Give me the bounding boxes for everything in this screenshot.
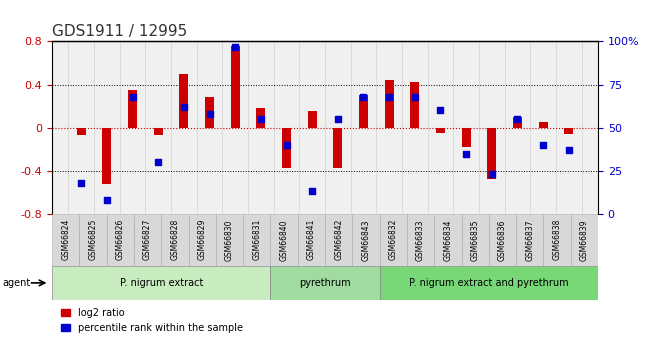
Bar: [103, 128, 111, 184]
FancyBboxPatch shape: [380, 214, 407, 266]
Point: [384, 94, 395, 99]
Point: [333, 116, 343, 122]
FancyBboxPatch shape: [188, 214, 216, 266]
Point: [487, 171, 497, 177]
Bar: [154, 128, 162, 135]
Text: GSM66842: GSM66842: [334, 219, 343, 260]
FancyBboxPatch shape: [134, 214, 161, 266]
Text: agent: agent: [3, 278, 31, 288]
Bar: [282, 128, 291, 168]
FancyBboxPatch shape: [434, 214, 462, 266]
Text: GSM66832: GSM66832: [389, 219, 398, 260]
Text: GSM66831: GSM66831: [252, 219, 261, 260]
FancyBboxPatch shape: [79, 214, 107, 266]
FancyBboxPatch shape: [516, 214, 543, 266]
Text: GSM66840: GSM66840: [280, 219, 289, 260]
Bar: [205, 97, 214, 128]
Text: GSM66843: GSM66843: [361, 219, 370, 260]
FancyBboxPatch shape: [270, 214, 298, 266]
Point: [436, 108, 446, 113]
Text: pyrethrum: pyrethrum: [299, 278, 351, 288]
Text: P. nigrum extract and pyrethrum: P. nigrum extract and pyrethrum: [409, 278, 569, 288]
Text: P. nigrum extract: P. nigrum extract: [120, 278, 203, 288]
Bar: [231, 46, 240, 128]
Point: [179, 104, 189, 110]
Text: GSM66827: GSM66827: [143, 219, 152, 260]
Text: GSM66825: GSM66825: [88, 219, 98, 260]
FancyBboxPatch shape: [571, 214, 598, 266]
Text: GSM66828: GSM66828: [170, 219, 179, 260]
Text: GSM66835: GSM66835: [471, 219, 480, 260]
FancyBboxPatch shape: [161, 214, 188, 266]
Bar: [385, 80, 394, 128]
Text: GSM66841: GSM66841: [307, 219, 316, 260]
Point: [255, 116, 266, 122]
Bar: [77, 128, 86, 135]
FancyBboxPatch shape: [216, 214, 243, 266]
FancyBboxPatch shape: [52, 214, 79, 266]
Text: GSM66838: GSM66838: [552, 219, 562, 260]
Bar: [179, 74, 188, 128]
Point: [358, 94, 369, 99]
Text: GSM66833: GSM66833: [416, 219, 425, 260]
Point: [410, 94, 420, 99]
Point: [102, 197, 112, 203]
Point: [564, 147, 574, 153]
Point: [76, 180, 86, 186]
FancyBboxPatch shape: [352, 214, 380, 266]
Legend: log2 ratio, percentile rank within the sample: log2 ratio, percentile rank within the s…: [57, 304, 247, 337]
Text: GSM66830: GSM66830: [225, 219, 234, 260]
Bar: [513, 117, 522, 128]
Point: [153, 159, 163, 165]
Point: [204, 111, 214, 117]
Bar: [307, 111, 317, 128]
Bar: [333, 128, 343, 168]
Bar: [436, 128, 445, 133]
Text: GSM66836: GSM66836: [498, 219, 507, 260]
Text: GSM66824: GSM66824: [61, 219, 70, 260]
Bar: [462, 128, 471, 147]
Point: [461, 151, 471, 156]
Text: GDS1911 / 12995: GDS1911 / 12995: [52, 24, 187, 39]
FancyBboxPatch shape: [52, 266, 270, 300]
FancyBboxPatch shape: [543, 214, 571, 266]
Text: GSM66834: GSM66834: [443, 219, 452, 260]
Bar: [564, 128, 573, 134]
FancyBboxPatch shape: [462, 214, 489, 266]
Text: GSM66837: GSM66837: [525, 219, 534, 260]
Text: GSM66839: GSM66839: [580, 219, 589, 260]
Bar: [488, 128, 496, 179]
Text: GSM66826: GSM66826: [116, 219, 125, 260]
Bar: [359, 95, 368, 128]
Point: [127, 94, 138, 99]
FancyBboxPatch shape: [325, 214, 352, 266]
Point: [281, 142, 292, 148]
FancyBboxPatch shape: [380, 266, 598, 300]
Text: GSM66829: GSM66829: [198, 219, 207, 260]
FancyBboxPatch shape: [243, 214, 270, 266]
Bar: [539, 122, 547, 128]
FancyBboxPatch shape: [298, 214, 325, 266]
FancyBboxPatch shape: [270, 266, 380, 300]
Point: [512, 116, 523, 122]
Point: [307, 189, 317, 194]
Bar: [410, 82, 419, 128]
Point: [538, 142, 548, 148]
Bar: [256, 108, 265, 128]
Point: [230, 44, 240, 49]
FancyBboxPatch shape: [489, 214, 516, 266]
Bar: [128, 90, 137, 128]
FancyBboxPatch shape: [407, 214, 434, 266]
FancyBboxPatch shape: [107, 214, 134, 266]
